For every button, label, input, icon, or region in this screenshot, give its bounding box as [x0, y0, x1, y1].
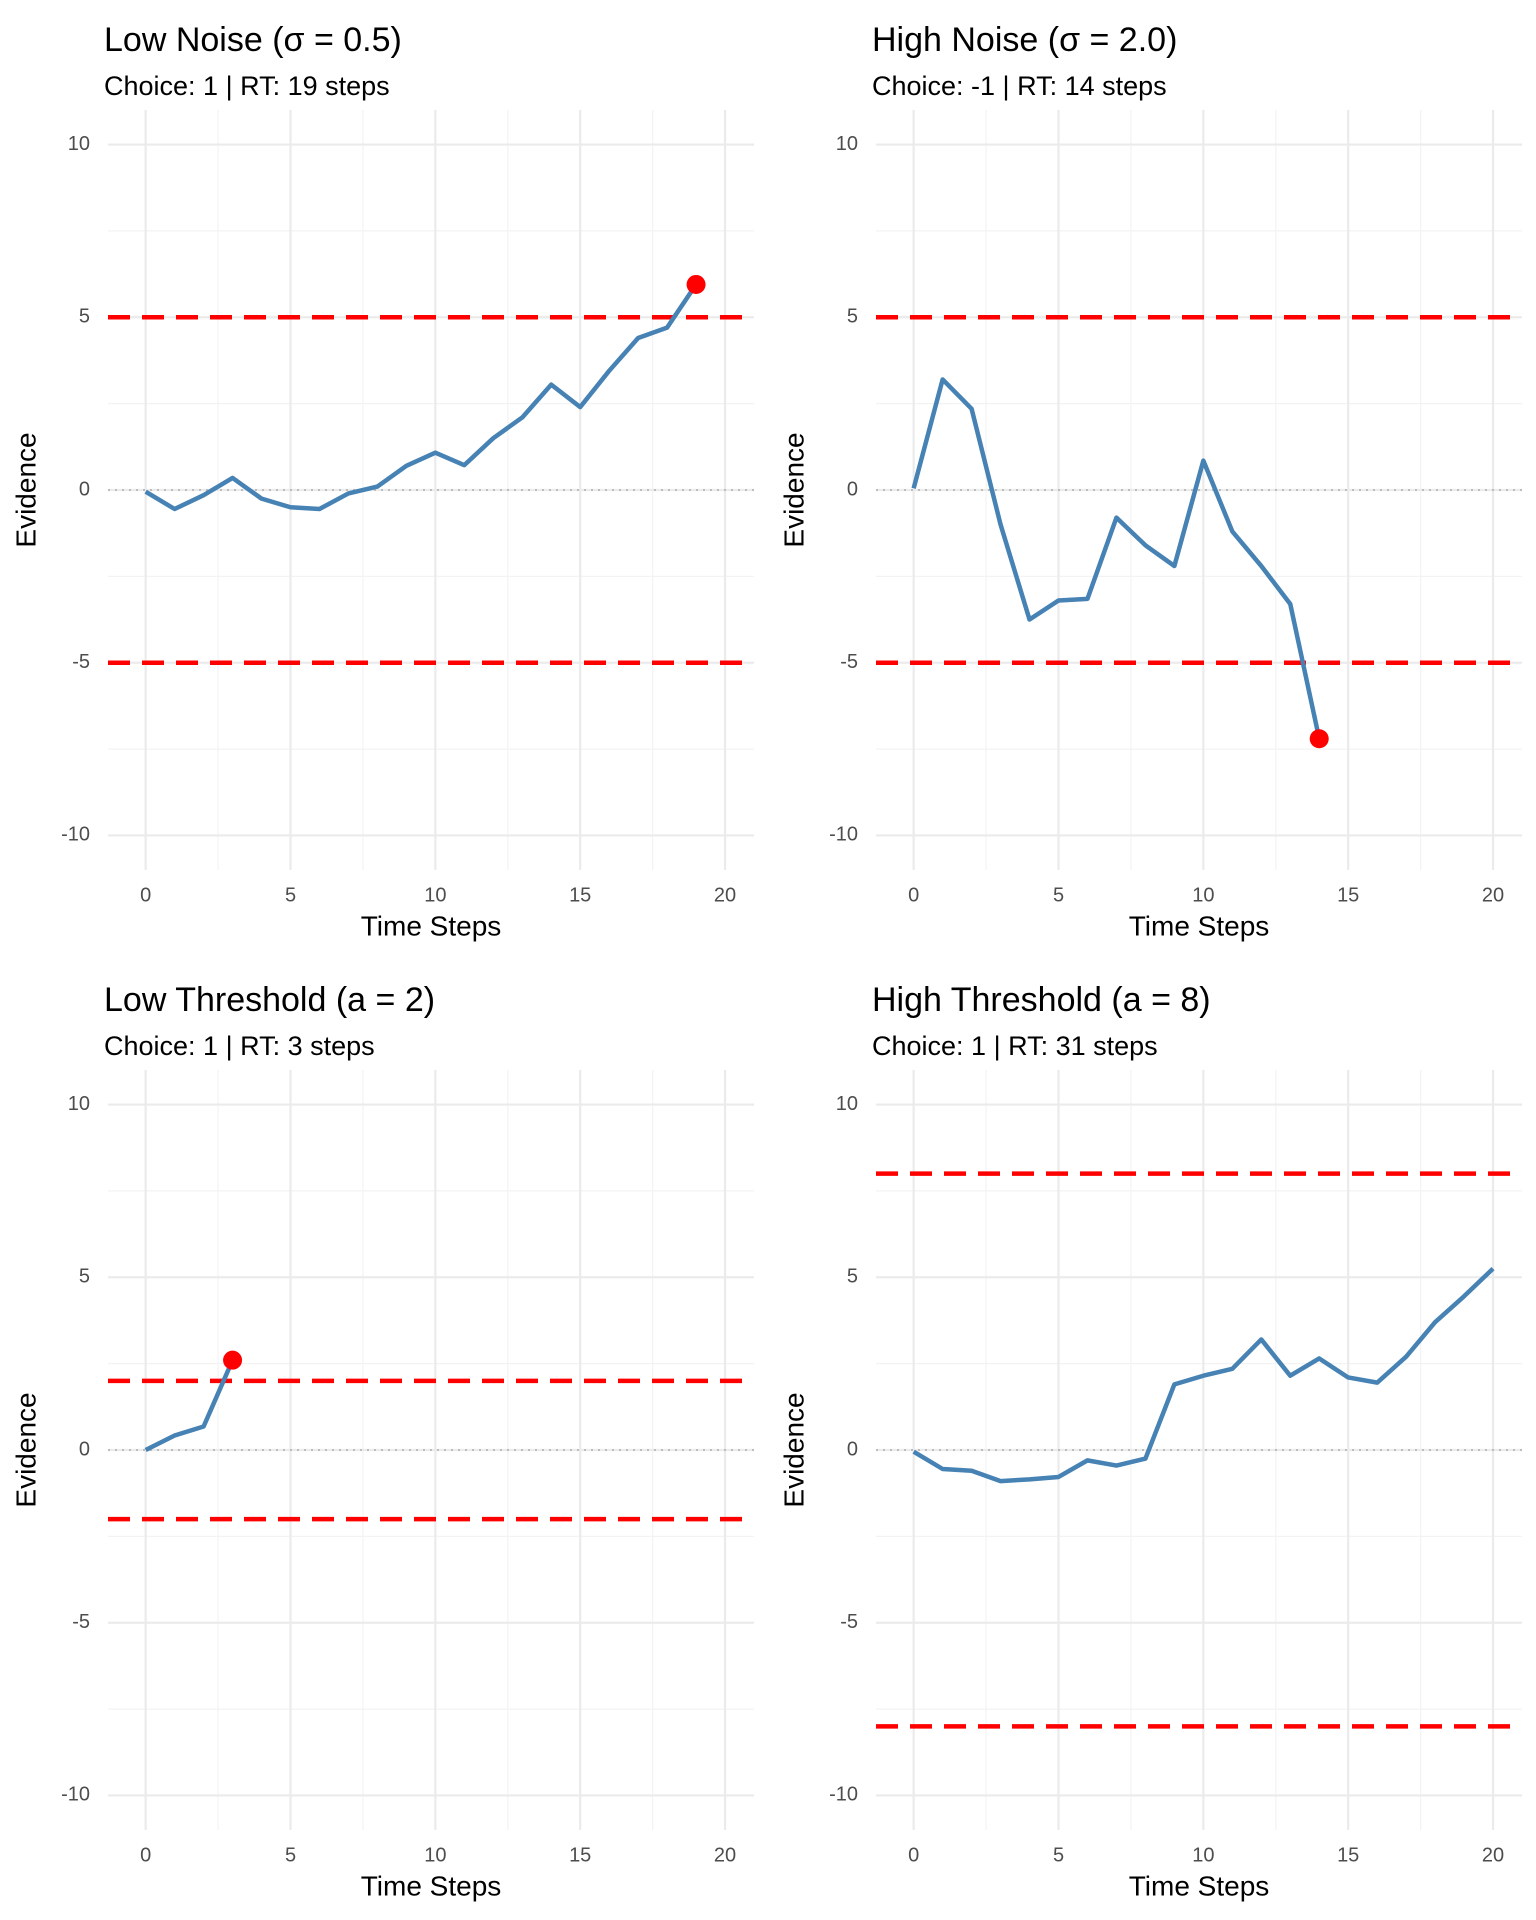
y-tick-label: -10 — [61, 1784, 90, 1806]
x-tick-label: 15 — [569, 884, 591, 906]
x-axis-label: Time Steps — [361, 910, 502, 941]
y-tick-label: -10 — [61, 824, 90, 846]
evidence-path-line — [912, 1267, 1495, 1484]
y-tick-label: -5 — [72, 1611, 90, 1633]
y-tick-label: 10 — [68, 133, 90, 155]
x-tick-label: 5 — [285, 1844, 296, 1866]
y-tick-label: 5 — [847, 306, 858, 328]
x-tick-label: 0 — [908, 1844, 919, 1866]
panel-title: High Threshold (a = 8) — [872, 981, 1211, 1019]
evidence-path-line — [911, 377, 1322, 740]
x-axis-label: Time Steps — [361, 1870, 502, 1901]
panel-title: Low Threshold (a = 2) — [104, 981, 435, 1019]
panel-title: Low Noise (σ = 0.5) — [104, 21, 402, 59]
x-tick-label: 0 — [140, 884, 151, 906]
y-tick-label: 5 — [847, 1266, 858, 1288]
y-tick-label: 0 — [79, 1438, 90, 1460]
panel-4: High Threshold (a = 8) Choice: 1 | RT: 31… — [778, 981, 1522, 1901]
x-tick-label: 5 — [285, 884, 296, 906]
x-tick-label: 10 — [1192, 1844, 1214, 1866]
y-axis-label: Evidence — [778, 1392, 809, 1507]
panel-title: High Noise (σ = 2.0) — [872, 21, 1177, 59]
decision-endpoint-marker — [686, 274, 706, 294]
y-axis-label: Evidence — [10, 432, 41, 547]
decision-endpoint-marker — [223, 1350, 243, 1370]
panel-3: Low Threshold (a = 2) Choice: 1 | RT: 3 s… — [10, 981, 754, 1901]
panel-subtitle: Choice: 1 | RT: 19 steps — [104, 71, 390, 101]
y-tick-label: -10 — [829, 824, 858, 846]
y-tick-label: 5 — [79, 306, 90, 328]
x-tick-label: 0 — [140, 1844, 151, 1866]
evidence-path-line — [144, 1359, 235, 1453]
y-tick-label: 0 — [847, 478, 858, 500]
y-tick-label: 0 — [847, 1438, 858, 1460]
x-tick-label: 10 — [424, 1844, 446, 1866]
x-tick-label: 20 — [714, 884, 736, 906]
x-axis-label: Time Steps — [1129, 1870, 1270, 1901]
x-tick-label: 15 — [569, 1844, 591, 1866]
x-tick-label: 10 — [1192, 884, 1214, 906]
evidence-path-line — [144, 283, 698, 512]
y-tick-label: 0 — [79, 478, 90, 500]
x-tick-label: 5 — [1053, 884, 1064, 906]
y-tick-label: 10 — [68, 1093, 90, 1115]
panel-1: Low Noise (σ = 0.5) Choice: 1 | RT: 19 st… — [10, 21, 754, 941]
y-axis-label: Evidence — [10, 1392, 41, 1507]
y-axis-label: Evidence — [778, 432, 809, 547]
x-tick-label: 5 — [1053, 1844, 1064, 1866]
x-axis-label: Time Steps — [1129, 910, 1270, 941]
x-tick-label: 0 — [908, 884, 919, 906]
x-tick-label: 20 — [1482, 884, 1504, 906]
panel-2: High Noise (σ = 2.0) Choice: -1 | RT: 14 … — [778, 21, 1522, 941]
y-tick-label: 5 — [79, 1266, 90, 1288]
decision-endpoint-marker — [1309, 729, 1329, 749]
x-tick-label: 15 — [1337, 1844, 1359, 1866]
y-tick-label: -5 — [72, 651, 90, 673]
x-tick-label: 15 — [1337, 884, 1359, 906]
y-tick-label: 10 — [836, 133, 858, 155]
y-tick-label: 10 — [836, 1093, 858, 1115]
panel-subtitle: Choice: 1 | RT: 3 steps — [104, 1031, 375, 1061]
y-tick-label: -5 — [840, 651, 858, 673]
panel-subtitle: Choice: -1 | RT: 14 steps — [872, 71, 1167, 101]
panel-subtitle: Choice: 1 | RT: 31 steps — [872, 1031, 1158, 1061]
x-tick-label: 20 — [1482, 1844, 1504, 1866]
x-tick-label: 10 — [424, 884, 446, 906]
y-tick-label: -10 — [829, 1784, 858, 1806]
y-tick-label: -5 — [840, 1611, 858, 1633]
x-tick-label: 20 — [714, 1844, 736, 1866]
